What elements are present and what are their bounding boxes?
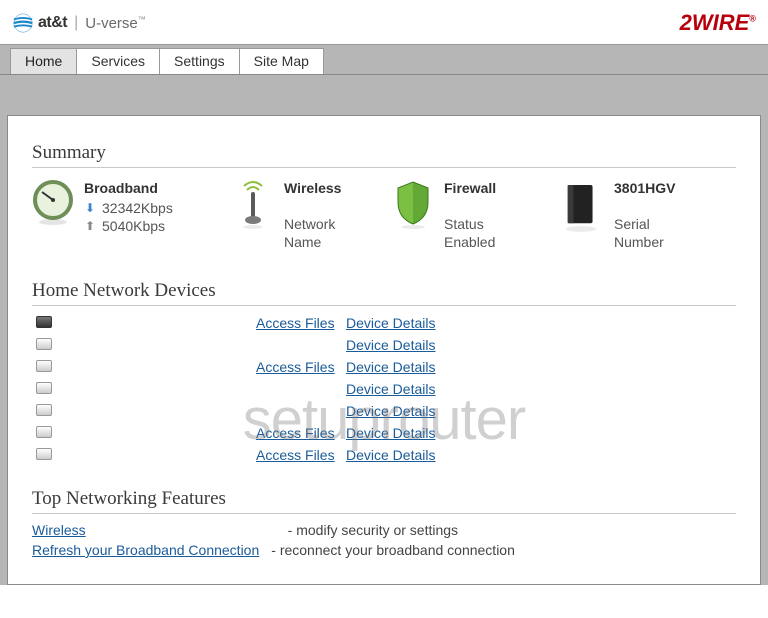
summary-row: Broadband ⬇ 32342Kbps ⬆ 5040Kbps xyxy=(32,172,736,270)
device-details-link[interactable]: Device Details xyxy=(346,337,435,353)
features-heading: Top Networking Features xyxy=(32,488,736,514)
summary-firewall: Firewall Status Enabled xyxy=(392,180,552,252)
device-icon xyxy=(36,448,52,460)
page-header: at&t | U-verse™ 2WIRE® xyxy=(0,0,768,44)
device-details-link[interactable]: Device Details xyxy=(346,359,435,375)
broadband-down: ⬇ 32342Kbps xyxy=(84,200,222,216)
broadband-down-value: 32342Kbps xyxy=(102,200,173,216)
device-details-link[interactable]: Device Details xyxy=(346,403,435,419)
broadband-up-value: 5040Kbps xyxy=(102,218,165,234)
table-row: Device Details xyxy=(32,400,736,422)
firewall-title: Firewall xyxy=(444,180,552,196)
access-files-cell xyxy=(252,378,342,400)
access-files-link[interactable]: Access Files xyxy=(256,447,335,463)
device-icon-cell xyxy=(32,444,252,466)
device-details-link[interactable]: Device Details xyxy=(346,381,435,397)
summary-wireless: Wireless Network Name xyxy=(232,180,382,252)
feature-wireless-desc: - modify security or settings xyxy=(288,522,458,538)
device-line1: Serial xyxy=(614,216,732,232)
wireless-title: Wireless xyxy=(284,180,382,196)
device-details-cell: Device Details xyxy=(342,444,736,466)
device-details-cell: Device Details xyxy=(342,334,736,356)
att-globe-icon xyxy=(12,12,34,34)
feature-row: Wireless - modify security or settings xyxy=(32,520,736,540)
device-icon xyxy=(36,316,52,328)
device-details-cell: Device Details xyxy=(342,312,736,334)
table-row: Access Files Device Details xyxy=(32,312,736,334)
wireless-line1: Network xyxy=(284,216,382,232)
feature-wireless-link[interactable]: Wireless xyxy=(32,522,86,538)
features-list: Wireless - modify security or settings R… xyxy=(32,520,736,560)
page-background: setuprouter Summary Broadband ⬇ xyxy=(0,75,768,585)
broadband-up: ⬆ 5040Kbps xyxy=(84,218,222,234)
content-card: setuprouter Summary Broadband ⬇ xyxy=(7,115,761,585)
device-icon xyxy=(36,404,52,416)
tab-settings[interactable]: Settings xyxy=(160,48,240,74)
broadband-title: Broadband xyxy=(84,180,222,196)
device-details-cell: Device Details xyxy=(342,422,736,444)
uverse-text: U-verse™ xyxy=(85,15,146,32)
device-title: 3801HGV xyxy=(614,180,732,196)
access-files-cell: Access Files xyxy=(252,312,342,334)
table-row: Access Files Device Details xyxy=(32,422,736,444)
tab-services[interactable]: Services xyxy=(77,48,160,74)
access-files-link[interactable]: Access Files xyxy=(256,315,335,331)
tab-home[interactable]: Home xyxy=(10,48,77,74)
access-files-cell: Access Files xyxy=(252,356,342,378)
device-icon xyxy=(36,338,52,350)
device-icon-cell xyxy=(32,422,252,444)
nav-gray-band xyxy=(4,75,764,115)
access-files-link[interactable]: Access Files xyxy=(256,425,335,441)
table-row: Access Files Device Details xyxy=(32,356,736,378)
firewall-line1: Status xyxy=(444,216,552,232)
access-files-cell xyxy=(252,400,342,422)
device-details-cell: Device Details xyxy=(342,400,736,422)
device-icon xyxy=(36,426,52,438)
device-icon-cell xyxy=(32,312,252,334)
feature-refresh-desc: - reconnect your broadband connection xyxy=(271,542,515,558)
device-details-link[interactable]: Device Details xyxy=(346,447,435,463)
down-arrow-icon: ⬇ xyxy=(84,201,96,215)
access-files-cell xyxy=(252,334,342,356)
device-icon-cell xyxy=(32,378,252,400)
router-icon xyxy=(562,180,604,234)
device-details-cell: Device Details xyxy=(342,378,736,400)
table-row: Device Details xyxy=(32,378,736,400)
access-files-cell: Access Files xyxy=(252,422,342,444)
feature-refresh-link[interactable]: Refresh your Broadband Connection xyxy=(32,542,259,558)
devices-table: Access Files Device Details Device Details… xyxy=(32,312,736,466)
antenna-icon xyxy=(232,180,274,230)
table-row: Access Files Device Details xyxy=(32,444,736,466)
access-files-cell: Access Files xyxy=(252,444,342,466)
devices-heading: Home Network Devices xyxy=(32,280,736,306)
shield-icon xyxy=(392,180,434,230)
summary-broadband: Broadband ⬇ 32342Kbps ⬆ 5040Kbps xyxy=(32,180,222,252)
gauge-icon xyxy=(32,180,74,226)
summary-device: 3801HGV Serial Number xyxy=(562,180,732,252)
att-uverse-logo: at&t | U-verse™ xyxy=(12,12,146,34)
up-arrow-icon: ⬆ xyxy=(84,219,96,233)
nav-tabs: Home Services Settings Site Map xyxy=(10,45,764,74)
brand-divider: | xyxy=(74,14,78,32)
table-row: Device Details xyxy=(32,334,736,356)
device-line2: Number xyxy=(614,234,732,250)
device-icon-cell xyxy=(32,356,252,378)
main-nav: Home Services Settings Site Map xyxy=(0,44,768,75)
access-files-link[interactable]: Access Files xyxy=(256,359,335,375)
feature-row: Refresh your Broadband Connection - reco… xyxy=(32,540,736,560)
device-details-cell: Device Details xyxy=(342,356,736,378)
tab-sitemap[interactable]: Site Map xyxy=(240,48,324,74)
device-icon xyxy=(36,360,52,372)
device-icon-cell xyxy=(32,334,252,356)
firewall-line2: Enabled xyxy=(444,234,552,250)
summary-heading: Summary xyxy=(32,142,736,168)
device-icon xyxy=(36,382,52,394)
wireless-line2: Name xyxy=(284,234,382,250)
device-details-link[interactable]: Device Details xyxy=(346,315,435,331)
device-icon-cell xyxy=(32,400,252,422)
att-text: at&t xyxy=(38,14,67,32)
2wire-logo: 2WIRE® xyxy=(680,10,756,36)
device-details-link[interactable]: Device Details xyxy=(346,425,435,441)
